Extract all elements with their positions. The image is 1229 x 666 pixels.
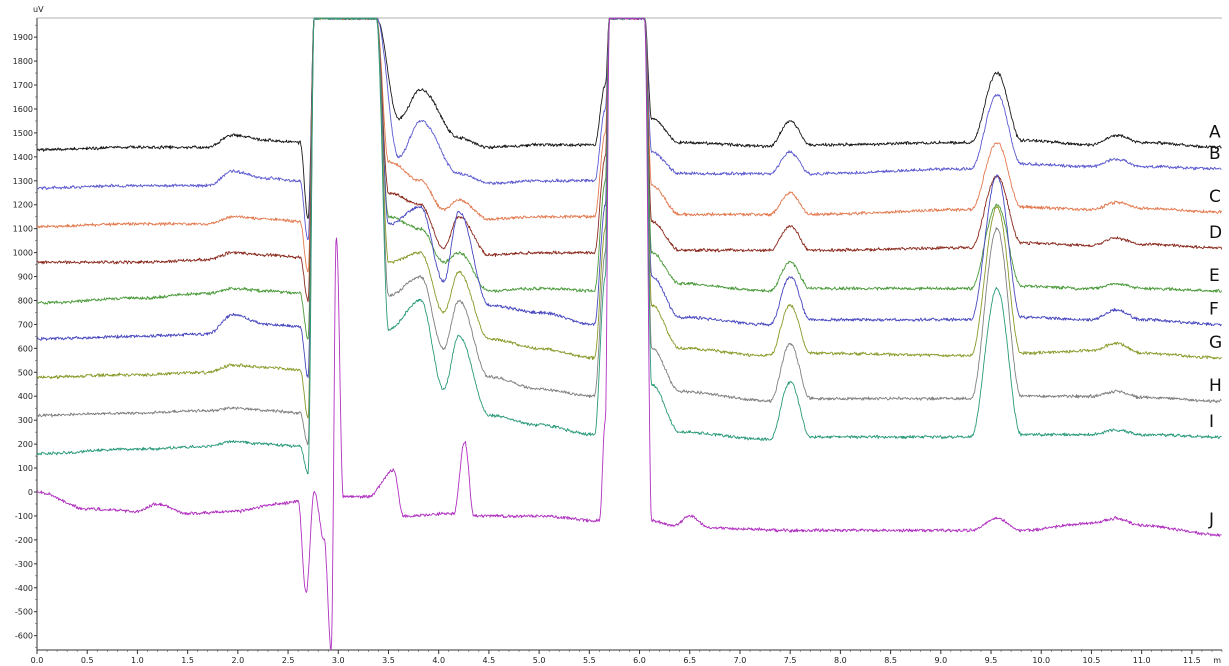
series-label-J: J [1208, 510, 1214, 530]
y-tick-label: -100 [15, 512, 33, 521]
x-tick-label: 11.5 [1183, 656, 1201, 665]
y-tick-label: 1800 [13, 57, 33, 66]
x-tick-label: 10.0 [1032, 656, 1050, 665]
y-tick-label: 300 [18, 416, 33, 425]
y-tick-label: 0 [28, 488, 33, 497]
y-tick-label: 700 [18, 320, 33, 329]
y-axis-unit-label: uV [33, 5, 44, 14]
series-label-B: B [1209, 144, 1221, 164]
series-label-I: I [1209, 412, 1214, 432]
x-tick-label: 4.5 [483, 656, 496, 665]
x-tick-label: 9.0 [934, 656, 947, 665]
y-tick-label: 1500 [13, 129, 33, 138]
y-tick-label: 1900 [13, 33, 33, 42]
y-tick-label: 800 [18, 296, 33, 305]
y-tick-label: 400 [18, 392, 33, 401]
x-tick-label: 4.0 [432, 656, 445, 665]
y-tick-label: 200 [18, 440, 33, 449]
x-tick-label: 6.5 [683, 656, 696, 665]
y-tick-label: -400 [15, 584, 33, 593]
series-label-G: G [1209, 333, 1222, 353]
x-tick-label: 5.5 [583, 656, 596, 665]
y-tick-label: 600 [18, 344, 33, 353]
y-tick-label: -600 [15, 632, 33, 641]
x-tick-label: 5.0 [533, 656, 546, 665]
y-tick-label: -200 [15, 536, 33, 545]
y-tick-label: 1400 [13, 153, 33, 162]
series-label-E: E [1209, 266, 1220, 286]
x-tick-label: 1.0 [131, 656, 144, 665]
y-tick-label: 1700 [13, 81, 33, 90]
y-tick-label: 1600 [13, 105, 33, 114]
x-tick-label: 11.0 [1133, 656, 1151, 665]
series-label-A: A [1209, 122, 1221, 142]
series-label-C: C [1209, 187, 1221, 207]
x-tick-label: 2.5 [282, 656, 295, 665]
x-tick-label: 8.5 [884, 656, 897, 665]
x-tick-label: 0.5 [81, 656, 94, 665]
x-tick-label: 9.5 [985, 656, 998, 665]
x-tick-label: 3.0 [332, 656, 345, 665]
series-label-F: F [1209, 299, 1219, 319]
x-tick-label: 10.5 [1083, 656, 1101, 665]
y-tick-label: 1000 [13, 249, 33, 258]
x-tick-label: 7.0 [734, 656, 747, 665]
y-tick-label: 500 [18, 368, 33, 377]
y-tick-label: 900 [18, 273, 33, 282]
series-label-H: H [1209, 376, 1222, 396]
x-tick-label: 2.0 [231, 656, 244, 665]
y-tick-label: 1100 [13, 225, 33, 234]
y-tick-label: 100 [18, 464, 33, 473]
y-tick-label: -300 [15, 560, 33, 569]
x-tick-label: 0.0 [31, 656, 44, 665]
x-tick-label: 7.5 [784, 656, 797, 665]
y-tick-label: 1200 [13, 201, 33, 210]
x-tick-label: 3.5 [382, 656, 395, 665]
series-label-D: D [1209, 223, 1222, 243]
x-tick-label: 8.0 [834, 656, 847, 665]
x-tick-label: 6.0 [633, 656, 646, 665]
x-tick-label: 1.5 [181, 656, 194, 665]
y-tick-label: 1300 [13, 177, 33, 186]
x-axis-unit-label: m [1213, 656, 1221, 665]
y-tick-label: -500 [15, 608, 33, 617]
